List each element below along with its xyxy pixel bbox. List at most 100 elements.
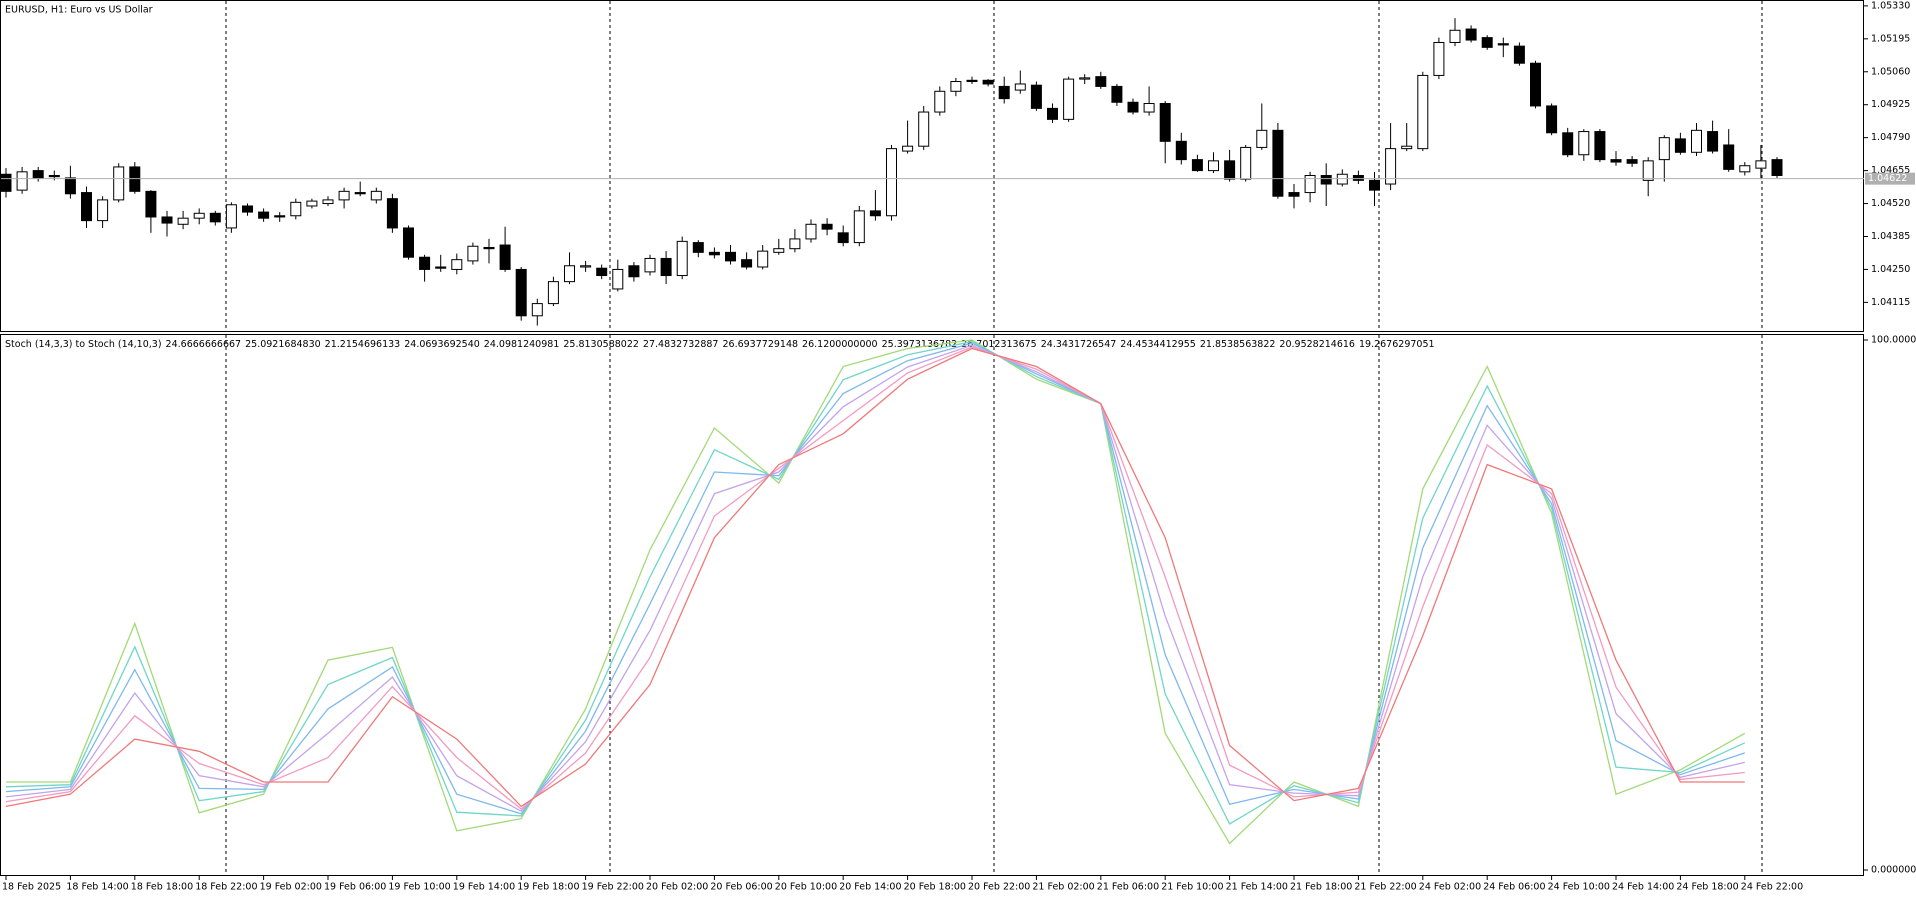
- candle-body: [435, 266, 447, 269]
- indicator-value: 24.6666666667: [166, 339, 242, 350]
- stoch-line: [6, 339, 1746, 845]
- candle-body: [451, 259, 463, 270]
- candle-body: [274, 215, 286, 218]
- candle-body: [1143, 102, 1155, 113]
- candle-body: [1304, 174, 1316, 194]
- x-tick-label: 21 Feb 06:00: [1097, 882, 1159, 893]
- candle-body: [1610, 159, 1622, 163]
- candle-body: [483, 246, 495, 250]
- candle-body: [1707, 131, 1719, 152]
- y-tick-label: 1.05330: [1871, 0, 1910, 11]
- candle-body: [499, 244, 511, 270]
- candle-body: [1224, 160, 1236, 180]
- candle-body: [1256, 129, 1268, 148]
- stoch-line: [5, 342, 1746, 815]
- candle-body: [1030, 84, 1042, 109]
- x-tick-label: 21 Feb 02:00: [1032, 882, 1094, 893]
- candle-body: [515, 268, 527, 317]
- candle-body: [531, 303, 543, 317]
- candle-body: [322, 199, 334, 205]
- candle-body: [741, 259, 753, 268]
- indicator-value: 25.3973136782: [882, 339, 958, 350]
- candle-body: [48, 174, 60, 178]
- candle-body: [805, 223, 817, 240]
- candle-body: [934, 90, 946, 113]
- candle-body: [612, 268, 624, 290]
- last-price-label: 1.04622: [1868, 173, 1907, 184]
- candle-body: [467, 245, 479, 262]
- candle-body: [1562, 132, 1574, 156]
- candle-body: [1352, 174, 1364, 181]
- x-tick-label: 21 Feb 18:00: [1290, 882, 1352, 893]
- x-tick-label: 21 Feb 14:00: [1226, 882, 1288, 893]
- candle-body: [0, 173, 12, 192]
- indicator-value: 21.2154696133: [325, 339, 401, 350]
- candle-body: [644, 257, 656, 273]
- x-tick-label: 24 Feb 06:00: [1483, 882, 1545, 893]
- candle-body: [950, 81, 962, 92]
- candle-body: [1723, 144, 1735, 170]
- last-price-box: [1865, 172, 1915, 185]
- candle-body: [1369, 179, 1380, 191]
- candle-body: [1191, 159, 1203, 172]
- candle-body: [193, 212, 205, 219]
- candle-body: [757, 250, 769, 268]
- candle-body: [1127, 101, 1139, 113]
- candle-body: [773, 248, 785, 253]
- candle-body: [1401, 145, 1413, 150]
- candle-body: [1626, 159, 1638, 164]
- x-tick-label: 21 Feb 10:00: [1161, 882, 1223, 893]
- candle-body: [1159, 102, 1171, 142]
- candle-body: [419, 256, 431, 270]
- candle-body: [1047, 107, 1058, 120]
- candle-body: [1288, 192, 1300, 197]
- candle-body: [564, 265, 575, 283]
- candle-body: [1546, 105, 1558, 134]
- candle-body: [1771, 159, 1783, 176]
- x-tick-label: 18 Feb 14:00: [66, 882, 128, 893]
- x-tick-label: 19 Feb 22:00: [582, 882, 644, 893]
- indicator-value: 26.6937729148: [722, 339, 798, 350]
- x-tick-label: 20 Feb 22:00: [968, 882, 1030, 893]
- indicator-value: 25.8130588022: [563, 339, 639, 350]
- candle-body: [821, 223, 833, 230]
- candle-body: [902, 145, 914, 152]
- candle-body: [370, 190, 382, 201]
- indicator-value: 26.7012313675: [961, 339, 1037, 350]
- candle-body: [869, 210, 881, 217]
- indicator-value: 24.3431726547: [1041, 339, 1117, 350]
- candle-body: [1079, 77, 1091, 80]
- indicator-value: 26.1200000000: [802, 339, 878, 350]
- candle-body: [1739, 165, 1751, 173]
- candle-body: [1755, 160, 1767, 169]
- candle-body: [982, 79, 994, 85]
- x-tick-label: 19 Feb 14:00: [453, 882, 515, 893]
- candle-body: [1497, 43, 1509, 46]
- candle-body: [338, 190, 350, 201]
- candle-body: [1272, 129, 1284, 197]
- y-tick-label: 0.000000: [1871, 865, 1916, 876]
- candle-body: [242, 205, 253, 213]
- x-tick-label: 20 Feb 02:00: [646, 882, 708, 893]
- candle-body: [97, 199, 109, 222]
- candle-body: [708, 251, 720, 256]
- candle-body: [547, 281, 559, 305]
- y-tick-label: 100.000000: [1871, 335, 1916, 346]
- candle-body: [1417, 74, 1429, 150]
- indicator-panel: [0, 334, 1864, 876]
- candle-body: [386, 198, 398, 229]
- x-tick-label: 20 Feb 14:00: [839, 882, 901, 893]
- x-tick-label: 24 Feb 18:00: [1676, 882, 1738, 893]
- y-tick-label: 1.04925: [1871, 99, 1910, 110]
- price-panel: [0, 0, 1864, 332]
- x-tick-label: 18 Feb 22:00: [195, 882, 257, 893]
- candle-body: [113, 166, 125, 201]
- candle-body: [1063, 78, 1075, 120]
- candle-body: [1385, 148, 1397, 185]
- x-tick-label: 20 Feb 10:00: [775, 882, 837, 893]
- y-tick-label: 1.04790: [1871, 132, 1910, 143]
- candle-body: [853, 210, 865, 244]
- candle-body: [1481, 37, 1493, 48]
- y-tick-label: 1.04115: [1871, 297, 1910, 308]
- x-tick-label: 20 Feb 06:00: [710, 882, 772, 893]
